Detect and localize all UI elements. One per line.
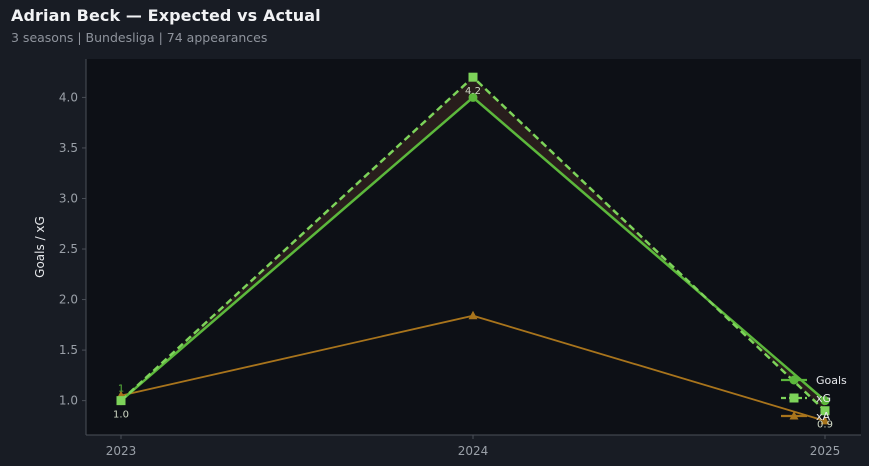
- xg-point: [468, 72, 478, 82]
- x-tick-label: 2023: [106, 444, 137, 458]
- legend-marker: [789, 411, 799, 420]
- legend-label: xG: [816, 392, 831, 405]
- legend-marker: [789, 375, 799, 385]
- chart-subtitle: 3 seasons | Bundesliga | 74 appearances: [11, 30, 268, 45]
- xg-data-label: 0.9: [817, 420, 833, 431]
- xa-point: [820, 415, 830, 425]
- y-tick-label: 2.0: [59, 293, 78, 307]
- xg-data-label: 1.0: [113, 410, 129, 421]
- y-tick-label: 2.5: [59, 242, 78, 256]
- y-tick-label: 4.0: [59, 90, 78, 104]
- y-tick-label: 3.0: [59, 191, 78, 205]
- y-tick-label: 3.5: [59, 141, 78, 155]
- goals-point: [468, 92, 478, 102]
- xg-point: [820, 406, 830, 416]
- x-tick-label: 2024: [458, 444, 489, 458]
- goals-point: [820, 396, 830, 406]
- y-axis-label: Goals / xG: [33, 216, 47, 278]
- legend-label: xA: [816, 410, 831, 423]
- plot-area: [86, 59, 861, 435]
- legend-marker: [789, 393, 799, 403]
- xg-data-label: 4.2: [465, 86, 481, 97]
- legend-label: Goals: [816, 374, 847, 387]
- y-tick-label: 1.0: [59, 394, 78, 408]
- chart-title: Adrian Beck — Expected vs Actual: [11, 6, 321, 25]
- goals-data-label: 1: [118, 384, 124, 395]
- x-tick-label: 2025: [810, 444, 841, 458]
- y-tick-label: 1.5: [59, 343, 78, 357]
- xa-point: [468, 310, 478, 320]
- xg-point: [116, 396, 126, 406]
